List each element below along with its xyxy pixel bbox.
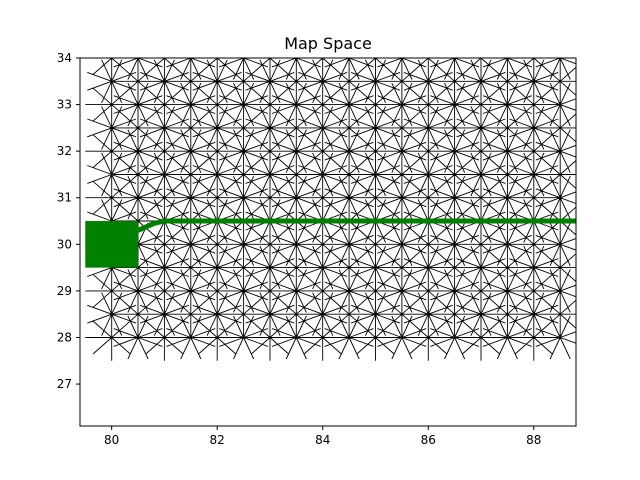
x-tick-label: 80 xyxy=(104,433,119,447)
path-point xyxy=(426,219,430,223)
x-tick-label: 88 xyxy=(526,433,541,447)
path-point xyxy=(268,219,272,223)
path-point xyxy=(321,219,325,223)
y-tick-label: 33 xyxy=(57,98,72,112)
x-axis: 80 82 84 86 88 xyxy=(104,426,541,447)
path-point xyxy=(136,228,140,232)
y-tick-label: 27 xyxy=(57,377,72,391)
x-tick-label: 86 xyxy=(421,433,436,447)
path-point xyxy=(215,219,219,223)
y-tick-label: 34 xyxy=(57,51,72,65)
path-point xyxy=(162,219,166,223)
path-point xyxy=(373,219,377,223)
y-axis: 27 28 29 30 31 32 33 34 xyxy=(57,51,80,391)
path-point xyxy=(532,219,536,223)
graph-edges xyxy=(85,58,576,361)
path-point xyxy=(152,221,156,225)
y-tick-label: 32 xyxy=(57,144,72,158)
path-point xyxy=(558,219,562,223)
y-tick-label: 30 xyxy=(57,237,72,251)
path-point xyxy=(400,219,404,223)
path-point xyxy=(453,219,457,223)
x-tick-label: 84 xyxy=(315,433,330,447)
path-point xyxy=(294,219,298,223)
path-layer xyxy=(85,218,576,268)
path-point xyxy=(479,219,483,223)
path-point xyxy=(347,219,351,223)
plot-area xyxy=(85,58,576,361)
path-point xyxy=(189,219,193,223)
x-tick-label: 82 xyxy=(210,433,225,447)
path-point xyxy=(505,219,509,223)
axes-frame xyxy=(79,57,577,427)
y-tick-label: 29 xyxy=(57,284,72,298)
start-region xyxy=(85,221,139,268)
chart-title: Map Space xyxy=(284,34,372,53)
y-tick-label: 28 xyxy=(57,330,72,344)
path-point xyxy=(242,219,246,223)
graph-edge-bursts xyxy=(85,58,576,361)
y-tick-label: 31 xyxy=(57,191,72,205)
